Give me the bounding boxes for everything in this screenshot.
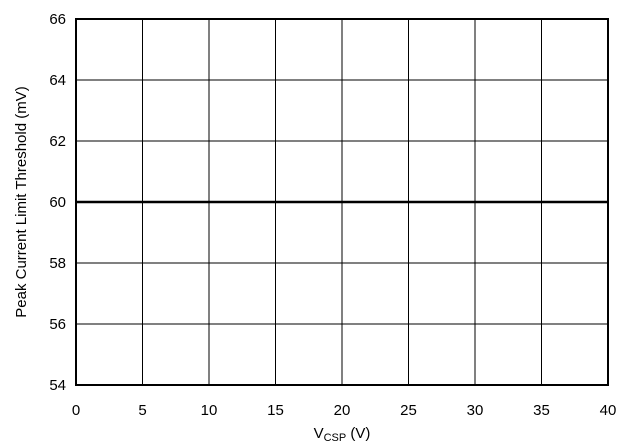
- x-tick-label-0: 0: [72, 402, 80, 419]
- x-tick-label-4: 20: [334, 402, 351, 419]
- x-tick-label-6: 30: [467, 402, 484, 419]
- x-tick-label-8: 40: [600, 402, 617, 419]
- x-tick-label-1: 5: [138, 402, 146, 419]
- x-tick-label-5: 25: [400, 402, 417, 419]
- y-tick-labels: 54 56 58 60 62 64 66: [49, 11, 66, 394]
- y-axis-title: Peak Current Limit Threshold (mV): [13, 86, 30, 317]
- x-tick-label-7: 35: [533, 402, 550, 419]
- y-tick-label-3: 60: [49, 194, 66, 211]
- x-tick-labels: 0 5 10 15 20 25 30 35 40: [72, 402, 617, 419]
- y-tick-label-5: 64: [49, 72, 66, 89]
- y-tick-label-0: 54: [49, 377, 66, 394]
- x-axis-title-unit: (V): [346, 425, 370, 442]
- y-tick-label-4: 62: [49, 133, 66, 150]
- x-axis-title-subscript: CSP: [324, 432, 347, 444]
- x-tick-label-2: 10: [201, 402, 218, 419]
- y-tick-label-2: 58: [49, 255, 66, 272]
- y-tick-label-1: 56: [49, 316, 66, 333]
- plot-frame: [75, 18, 609, 386]
- x-tick-label-3: 15: [267, 402, 284, 419]
- x-axis-title-main: V: [314, 425, 324, 442]
- y-tick-label-6: 66: [49, 11, 66, 28]
- x-axis-title: VCSP (V): [314, 425, 371, 444]
